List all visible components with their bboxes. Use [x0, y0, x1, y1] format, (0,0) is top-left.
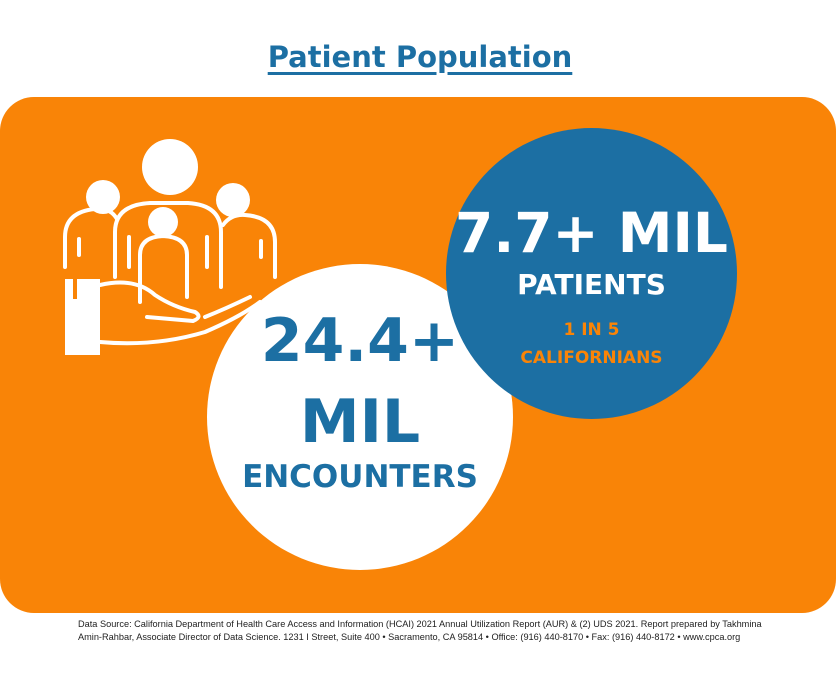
people-in-hand-icon: [63, 139, 277, 355]
source-line-2: Amin-Rahbar, Associate Director of Data …: [78, 631, 741, 642]
source-line-1: Data Source: California Department of He…: [78, 619, 762, 629]
patients-ratio: 1 IN 5: [563, 320, 620, 340]
page-title: Patient Population: [267, 40, 573, 74]
encounters-unit: MIL: [299, 387, 421, 457]
data-source-note: Data Source: California Department of He…: [78, 618, 778, 643]
encounters-number: 24.4+: [260, 306, 460, 376]
patients-circle: [446, 128, 737, 419]
patients-number: 7.7+ MIL: [455, 201, 728, 265]
encounters-label: ENCOUNTERS: [242, 459, 478, 495]
patients-ratio-label: CALIFORNIANS: [520, 348, 663, 368]
patients-label: PATIENTS: [517, 268, 666, 301]
